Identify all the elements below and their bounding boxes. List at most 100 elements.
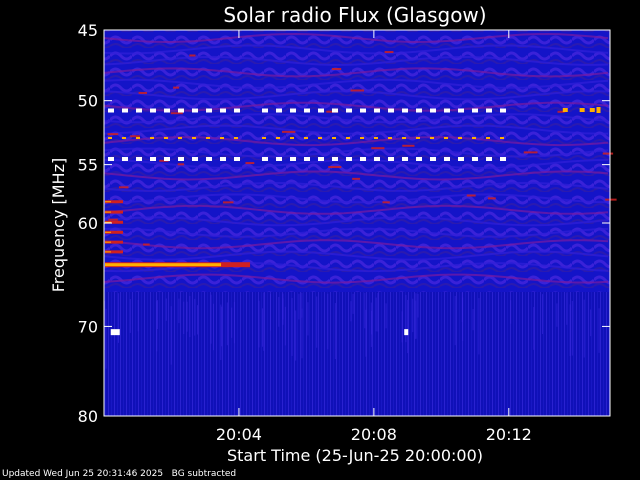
noise-stripe [307, 302, 309, 336]
noise-stripe [137, 299, 139, 332]
intensity-dash [105, 220, 123, 224]
interference-dash [458, 156, 464, 161]
interference-dash [374, 108, 380, 113]
intensity-dash [189, 54, 196, 57]
y-tick-label: 80 [78, 407, 98, 426]
intensity-dash [605, 198, 617, 201]
ripple-line [103, 78, 609, 89]
spectrogram-features [105, 107, 601, 336]
interference-dash [164, 156, 170, 161]
noise-stripe [412, 298, 414, 333]
y-tick-label: 55 [78, 156, 98, 175]
intensity-dash [523, 151, 538, 154]
interference-dash [346, 137, 350, 140]
noise-stripe [472, 309, 474, 331]
intensity-dash [177, 163, 185, 166]
interference-dash [458, 108, 464, 113]
noise-stripe [226, 302, 228, 346]
interference-dash [486, 137, 490, 140]
noise-stripe [258, 300, 260, 348]
noise-stripe [365, 309, 367, 357]
ripple-line [103, 181, 609, 192]
interference-dash [178, 108, 184, 113]
noise-stripe [478, 298, 480, 355]
noise-stripe [454, 296, 456, 346]
intensity-dash [105, 231, 111, 233]
interference-dash [346, 108, 352, 113]
intensity-dash [118, 186, 129, 189]
intensity-dash [173, 86, 180, 89]
bg-subtracted-note: BG subtracted [171, 469, 237, 479]
interference-dash [234, 108, 240, 113]
noise-stripe [231, 307, 233, 338]
interference-dash [486, 156, 492, 161]
noise-stripe [461, 292, 463, 323]
noise-stripe [157, 300, 159, 330]
noise-stripe [291, 297, 293, 356]
interference-dash [206, 156, 212, 161]
ripple-line [103, 158, 609, 170]
intensity-dash [352, 177, 361, 180]
intensity-dash [466, 194, 476, 197]
interference-dash [136, 156, 142, 161]
interference-dash [234, 156, 240, 161]
noise-stripe [510, 300, 512, 324]
intensity-dash [245, 162, 255, 165]
interference-dash [472, 156, 478, 161]
interference-dash [444, 137, 448, 140]
interference-dash [500, 156, 506, 161]
interference-dash [346, 156, 352, 161]
ripple-line [103, 67, 609, 78]
interference-dash [262, 137, 266, 140]
intensity-dash [281, 130, 296, 133]
noise-stripe [197, 305, 199, 335]
interference-dash [164, 137, 168, 140]
interference-dash [290, 156, 296, 161]
intensity-dash [222, 201, 234, 204]
intensity-dash [105, 251, 111, 253]
ripple-line [103, 170, 609, 181]
noise-stripe [571, 301, 573, 356]
noise-stripe [364, 292, 366, 329]
ripple-line [103, 55, 609, 66]
spectrogram-texture [103, 32, 617, 369]
ripple-line [103, 239, 609, 250]
intensity-dash [105, 200, 123, 204]
noise-stripe [385, 303, 387, 329]
interference-dash [388, 108, 394, 113]
noise-stripe [129, 299, 131, 333]
noise-stripe [371, 310, 373, 335]
noise-stripe [566, 292, 568, 325]
noise-stripe [417, 293, 419, 318]
noise-stripe [105, 308, 107, 369]
intensity-dash [105, 201, 111, 203]
ripple-line [104, 193, 609, 204]
intensity-dash [328, 166, 342, 169]
noise-stripe [407, 299, 409, 354]
x-axis-label: Start Time (25-Jun-25 20:00:00) [227, 446, 483, 465]
intensity-dash [105, 240, 123, 244]
noise-stripe [334, 303, 336, 360]
interference-dash [486, 108, 492, 113]
interference-dash [206, 108, 212, 113]
interference-dash [500, 137, 504, 140]
interference-dash [444, 108, 450, 113]
intensity-dash [371, 147, 385, 150]
emission-spot [596, 107, 601, 114]
noise-stripe [104, 301, 106, 351]
interference-dash [332, 137, 336, 140]
noise-stripe [295, 310, 297, 361]
y-tick-label: 60 [78, 214, 98, 233]
noise-stripe [301, 292, 303, 318]
interference-dash [318, 137, 322, 140]
noise-stripe [590, 309, 592, 337]
interference-dash [206, 137, 210, 140]
noise-stripe [165, 298, 167, 321]
noise-stripe [284, 306, 286, 346]
noise-stripe [178, 298, 180, 324]
interference-dash [472, 137, 476, 140]
intensity-dash [159, 159, 169, 162]
noise-stripe [316, 296, 318, 348]
emission-spot [562, 108, 568, 113]
interference-dash [388, 137, 392, 140]
